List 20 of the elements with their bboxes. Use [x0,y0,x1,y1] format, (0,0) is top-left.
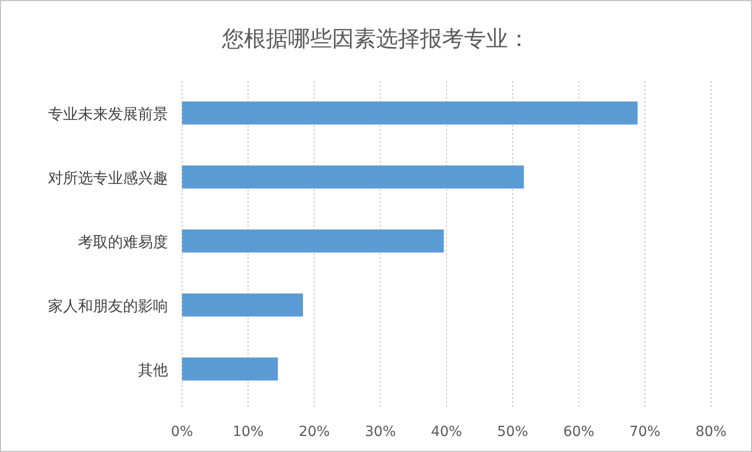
x-tick-label: 50% [497,424,528,440]
y-tick-label: 对所选专业感兴趣 [48,169,168,187]
y-tick-label: 专业未来发展前景 [48,105,168,123]
bar [182,357,278,381]
x-tick-label: 70% [629,424,660,440]
y-tick-label: 家人和朋友的影响 [48,297,168,315]
bar [182,165,524,189]
x-tick-label: 0% [170,424,194,440]
bar [182,293,304,317]
x-tick-label: 40% [430,424,462,440]
bar [182,229,444,253]
bar [182,101,638,125]
x-tick-label: 80% [695,424,727,440]
x-tick-label: 20% [298,424,330,440]
y-tick-label: 其他 [138,361,168,379]
y-tick-label: 考取的难易度 [78,233,168,251]
x-tick-label: 30% [364,424,396,440]
x-tick-label: 60% [563,424,594,440]
x-tick-label: 10% [232,424,264,440]
chart-title: 您根据哪些因素选择报考专业： [221,27,530,52]
